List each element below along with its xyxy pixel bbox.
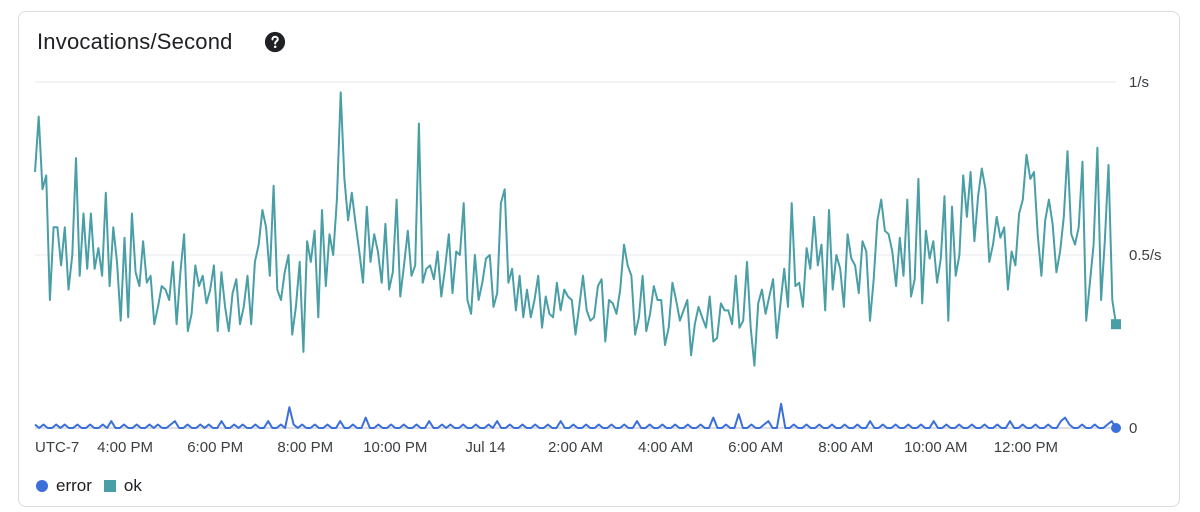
ok-swatch-icon [103, 480, 116, 492]
x-tick-label: 8:00 PM [277, 439, 333, 456]
line-chart: 0 0.5/s 1/s UTC-7 4:00 PM 6:00 PM 8:00 PM 10:0… [34, 74, 1162, 456]
series-line-error[interactable] [34, 402, 1117, 429]
legend: error ok [36, 476, 154, 496]
x-tick-label: 6:00 AM [728, 439, 783, 456]
x-tick-label: 6:00 PM [187, 439, 243, 456]
legend-item-ok[interactable]: ok [103, 476, 142, 496]
error-swatch-icon [36, 480, 48, 492]
legend-label-ok: ok [123, 476, 142, 495]
help-circle-icon[interactable] [264, 31, 286, 53]
legend-label-error: error [56, 476, 92, 495]
series-line-ok[interactable] [34, 91, 1117, 367]
x-tick-label: 4:00 AM [638, 439, 693, 456]
x-tick-label: 12:00 PM [994, 439, 1058, 456]
y-tick-label: 1/s [1129, 74, 1149, 91]
x-tick-label: 4:00 PM [97, 439, 153, 456]
y-tick-label: 0.5/s [1129, 247, 1162, 264]
x-tick-label: 10:00 PM [363, 439, 427, 456]
x-tick-label: Jul 14 [465, 439, 505, 456]
timezone-label: UTC-7 [35, 439, 79, 456]
x-axis-ticks: UTC-7 4:00 PM 6:00 PM 8:00 PM 10:00 PM Jul 14… [35, 439, 1058, 456]
y-axis-ticks: 0 0.5/s 1/s [1129, 74, 1162, 437]
x-tick-label: 10:00 AM [904, 439, 967, 456]
x-tick-label: 8:00 AM [818, 439, 873, 456]
series-lines [34, 91, 1121, 433]
series-end-marker-ok [1111, 319, 1121, 330]
series-end-marker-error [1111, 423, 1121, 433]
y-tick-label: 0 [1129, 420, 1137, 437]
chart-title: Invocations/Second [37, 29, 233, 54]
legend-item-error[interactable]: error [36, 476, 92, 496]
x-tick-label: 2:00 AM [548, 439, 603, 456]
